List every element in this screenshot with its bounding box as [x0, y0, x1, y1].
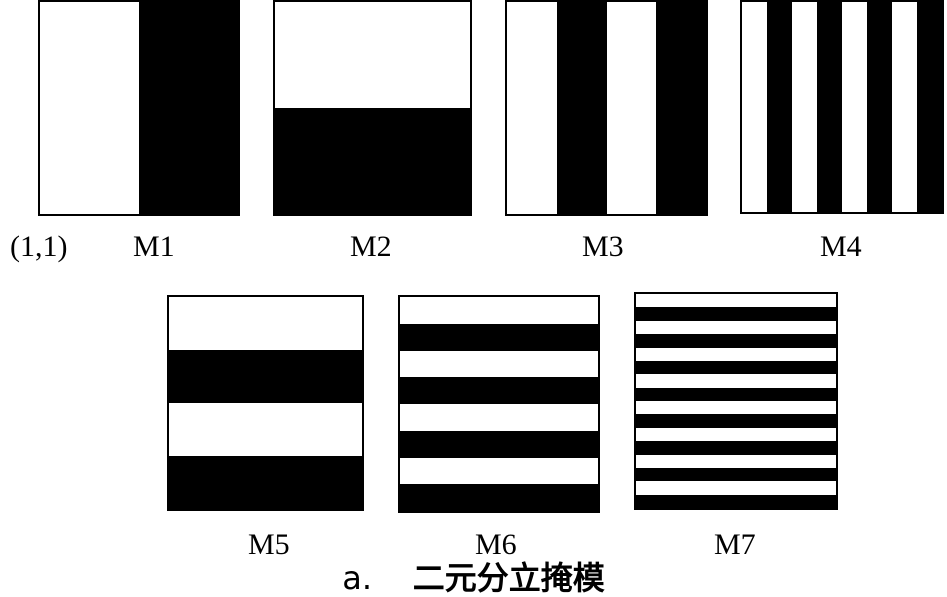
mask-stripe	[400, 484, 598, 511]
caption-text: 二元分立掩模	[412, 559, 605, 597]
mask-m7	[634, 292, 838, 510]
mask-stripe	[656, 2, 706, 214]
caption-prefix: a.	[342, 559, 373, 597]
mask-stripe	[636, 360, 836, 375]
mask-stripe	[767, 2, 792, 212]
mask-stripe	[917, 2, 942, 212]
mask-stripe	[636, 387, 836, 401]
mask-stripe	[139, 2, 238, 214]
mask-stripe	[636, 441, 836, 455]
mask-stripe	[636, 467, 836, 482]
mask-m6	[398, 295, 600, 513]
mask-stripe	[169, 350, 362, 403]
mask-stripe	[636, 307, 836, 321]
mask-m2	[273, 0, 472, 216]
mask-m4	[740, 0, 944, 214]
figure-caption: a. 二元分立掩模	[0, 560, 947, 596]
mask-m3	[505, 0, 708, 216]
mask-stripe	[169, 456, 362, 509]
mask-label-m1: M1	[133, 230, 175, 263]
mask-stripe	[636, 334, 836, 348]
mask-label-m2: M2	[350, 230, 392, 263]
mask-label-m7: M7	[714, 528, 756, 561]
mask-label-m4: M4	[820, 230, 862, 263]
mask-stripe	[400, 323, 598, 351]
mask-stripe	[400, 377, 598, 404]
origin-label: (1,1)	[10, 230, 68, 263]
mask-label-m5: M5	[248, 528, 290, 561]
mask-label-m3: M3	[582, 230, 624, 263]
mask-stripe	[817, 2, 842, 212]
mask-stripe	[636, 494, 836, 508]
mask-m5	[167, 295, 364, 511]
mask-m1	[38, 0, 240, 216]
mask-stripe	[275, 108, 470, 214]
mask-stripe	[867, 2, 892, 212]
mask-stripe	[556, 2, 607, 214]
mask-stripe	[636, 414, 836, 428]
mask-stripe	[400, 430, 598, 458]
mask-label-m6: M6	[475, 528, 517, 561]
